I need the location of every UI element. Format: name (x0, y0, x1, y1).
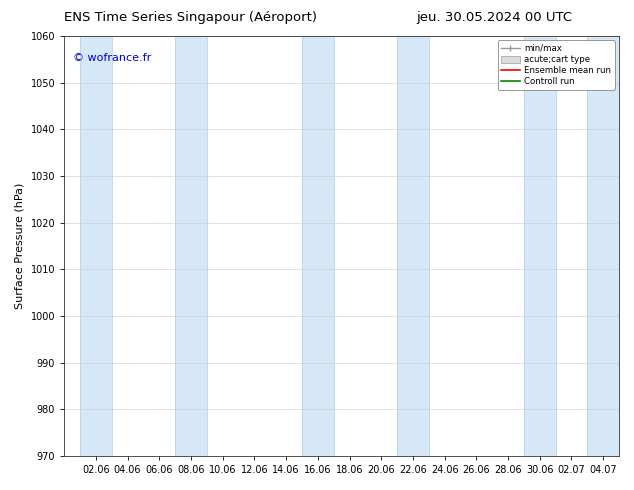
Text: © wofrance.fr: © wofrance.fr (72, 53, 151, 63)
Legend: min/max, acute;cart type, Ensemble mean run, Controll run: min/max, acute;cart type, Ensemble mean … (498, 41, 615, 90)
Bar (302, 36, 333, 456)
Bar (175, 36, 207, 456)
Bar (524, 36, 555, 456)
Y-axis label: Surface Pressure (hPa): Surface Pressure (hPa) (15, 183, 25, 309)
Bar (397, 36, 429, 456)
Text: ENS Time Series Singapour (Aéroport): ENS Time Series Singapour (Aéroport) (63, 11, 317, 24)
Text: jeu. 30.05.2024 00 UTC: jeu. 30.05.2024 00 UTC (417, 11, 573, 24)
Bar (587, 36, 619, 456)
Bar (80, 36, 112, 456)
